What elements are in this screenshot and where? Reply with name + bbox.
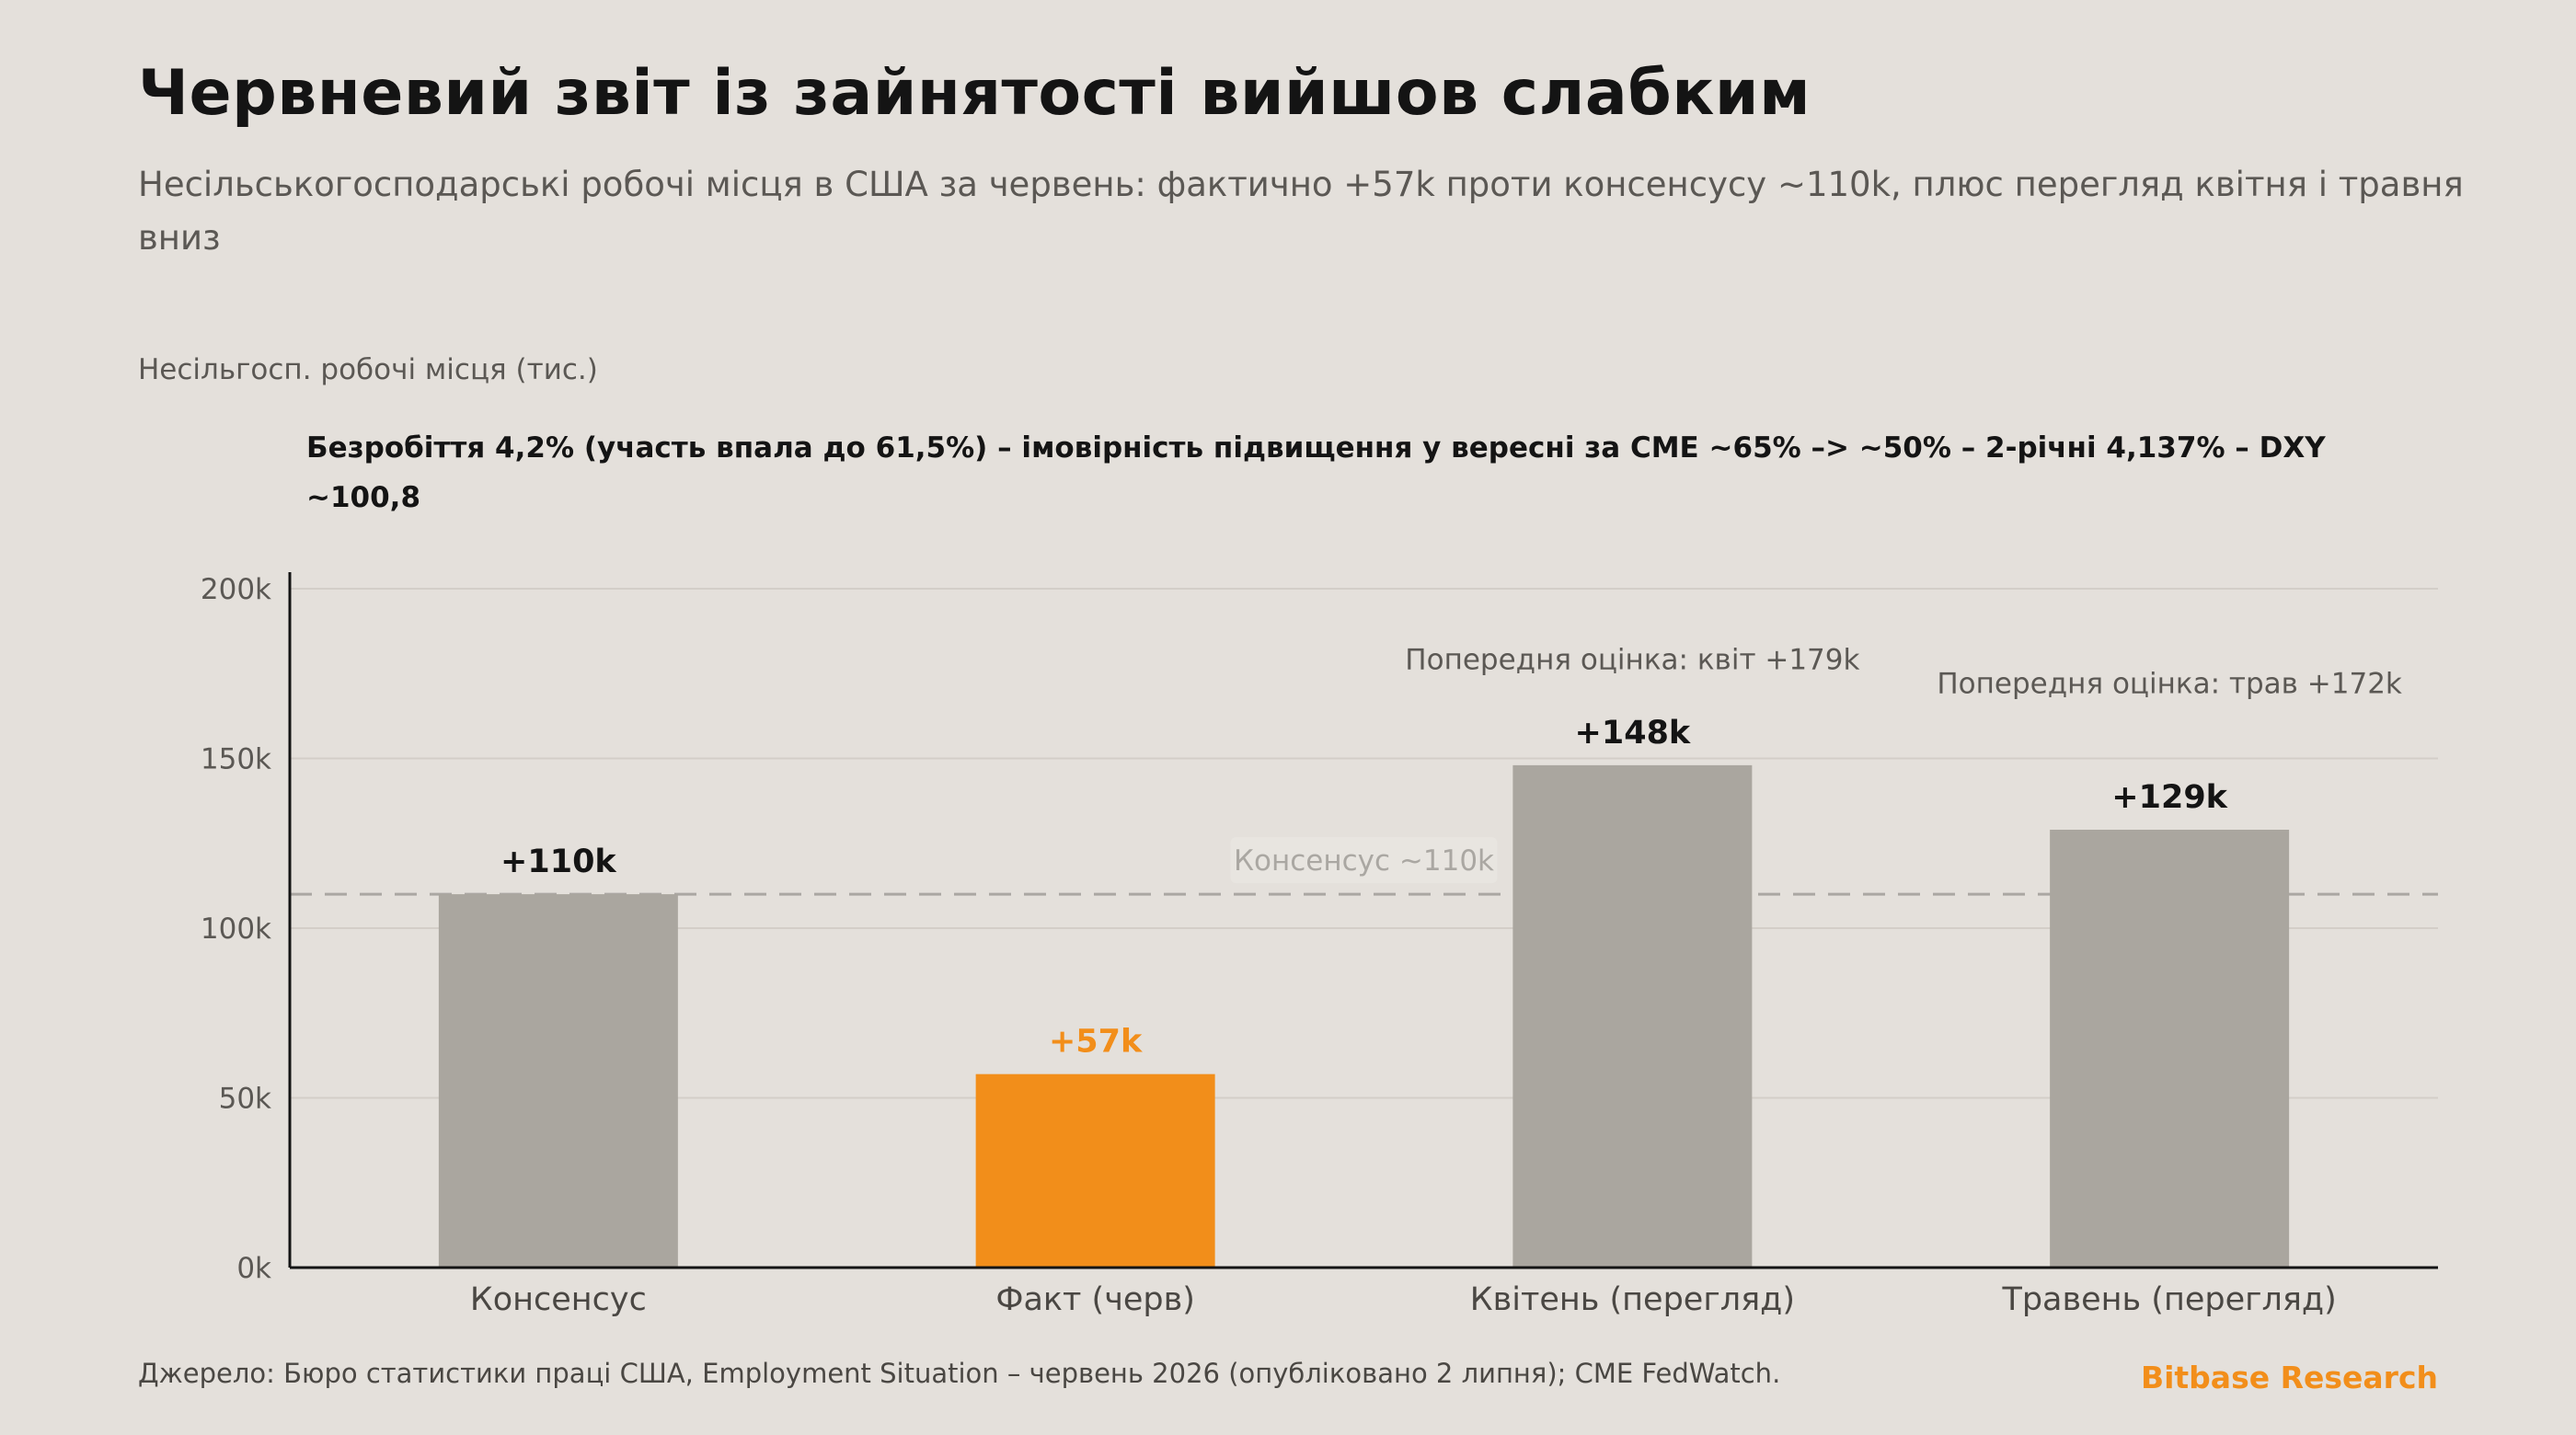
x-tick-label: Травень (перегляд) bbox=[2001, 1281, 2336, 1318]
bar bbox=[1512, 764, 1753, 1268]
bar bbox=[438, 894, 678, 1268]
prior-estimate-label: Попередня оцінка: квіт +179k bbox=[1405, 643, 1859, 676]
x-tick-label: Квітень (перегляд) bbox=[1470, 1281, 1795, 1318]
reference-line-label: Консенсус ~110k bbox=[1234, 844, 1494, 878]
axes: 0k 50k 100k 150k 200k bbox=[201, 572, 2438, 1285]
x-tick-label: Факт (черв) bbox=[995, 1281, 1195, 1318]
reference-line-group: Консенсус ~110k bbox=[290, 837, 2438, 896]
chart-subtitle: Несільськогосподарські робочі місця в СШ… bbox=[138, 165, 2464, 258]
y-tick-label: 50k bbox=[219, 1083, 271, 1116]
y-axis-label: Несільгосп. робочі місця (тис.) bbox=[138, 353, 598, 386]
x-tick-label: Консенсус bbox=[470, 1281, 647, 1318]
bar-value-label: +129k bbox=[2111, 779, 2227, 816]
brand-logo-text: Bitbase Research bbox=[2140, 1360, 2438, 1395]
bar-value-label: +57k bbox=[1049, 1024, 1143, 1061]
bars bbox=[438, 764, 2290, 1268]
macro-annotation: Безробіття 4,2% (участь впала до 61,5%) … bbox=[306, 431, 2326, 514]
y-tick-label: 100k bbox=[201, 913, 271, 946]
y-tick-label: 150k bbox=[201, 743, 271, 776]
bar-value-label: +110k bbox=[500, 844, 616, 880]
bar-value-label: +148k bbox=[1575, 715, 1691, 752]
chart-title: Червневий звіт із зайнятості вийшов слаб… bbox=[138, 57, 1811, 130]
bar-highlight bbox=[975, 1073, 1215, 1268]
prior-estimate-label: Попередня оцінка: трав +172k bbox=[1937, 667, 2402, 700]
y-tick-label: 200k bbox=[201, 573, 271, 606]
source-note: Джерело: Бюро статистики праці США, Empl… bbox=[138, 1358, 1781, 1389]
chart-labels: +110k Консенсус +57k Факт (черв) +148k Квітен… bbox=[470, 643, 2402, 1318]
bar bbox=[2050, 829, 2290, 1268]
reference-label-background bbox=[1230, 837, 1498, 884]
y-tick-label: 0k bbox=[236, 1252, 271, 1285]
